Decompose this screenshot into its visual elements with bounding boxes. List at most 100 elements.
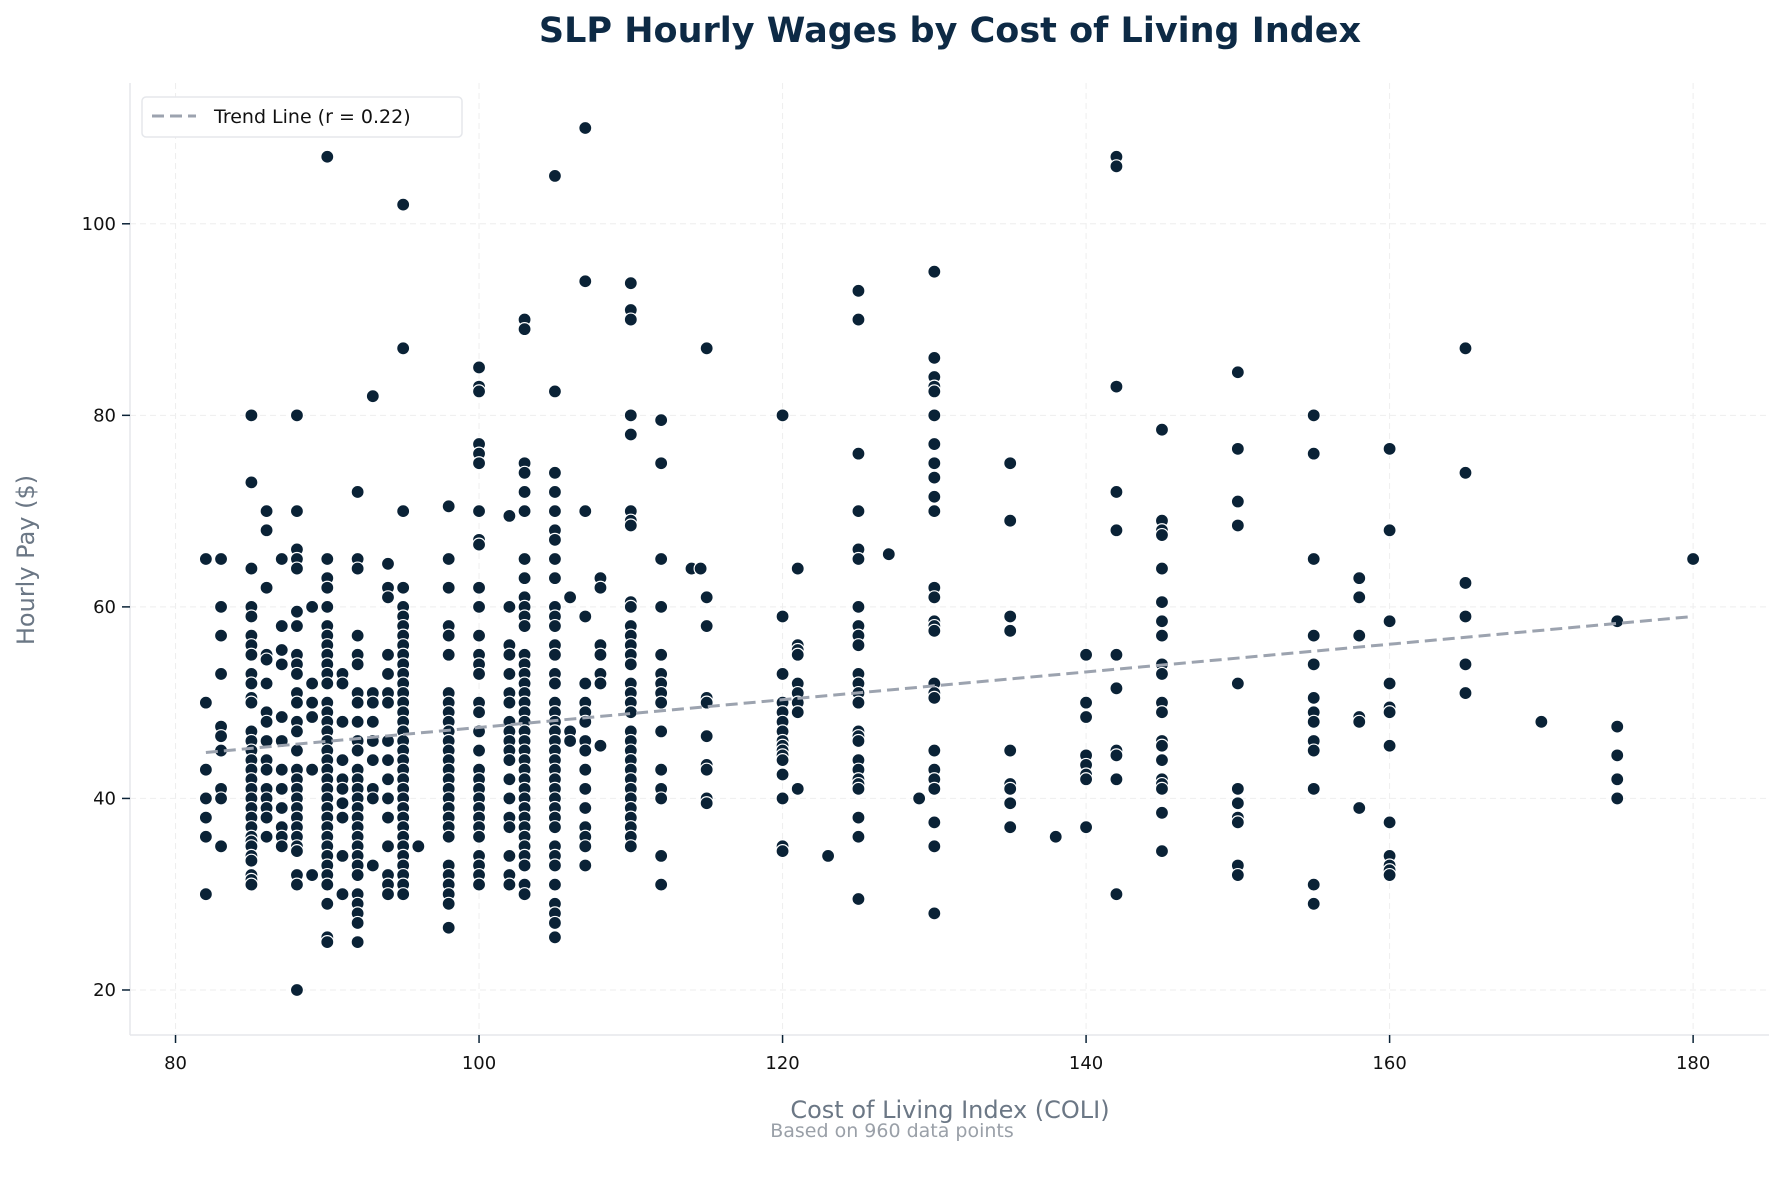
data-point xyxy=(927,384,942,399)
data-point xyxy=(1109,484,1124,500)
data-point xyxy=(851,695,866,710)
data-point xyxy=(1230,365,1245,380)
data-point xyxy=(927,264,942,279)
data-point xyxy=(335,796,350,811)
data-point xyxy=(1306,781,1321,796)
data-point xyxy=(502,753,517,768)
data-point xyxy=(654,551,669,567)
data-point xyxy=(502,647,517,662)
data-point xyxy=(547,858,563,873)
data-point xyxy=(335,676,350,691)
data-point xyxy=(1306,714,1321,729)
data-point xyxy=(1154,527,1170,543)
data-point xyxy=(1154,422,1170,437)
data-point xyxy=(578,762,593,777)
y-tick-label: 60 xyxy=(93,597,116,618)
data-point xyxy=(198,762,213,777)
data-point xyxy=(213,599,229,614)
data-point xyxy=(593,738,608,753)
data-point xyxy=(350,743,365,758)
data-point xyxy=(851,781,866,796)
data-point xyxy=(213,666,229,682)
data-point xyxy=(517,484,532,500)
data-point xyxy=(380,810,396,825)
data-point xyxy=(623,599,638,614)
data-point xyxy=(365,753,380,768)
data-point xyxy=(350,934,365,950)
data-point xyxy=(1352,800,1367,816)
data-point xyxy=(563,733,578,749)
data-point xyxy=(471,580,487,595)
data-point xyxy=(1078,647,1094,662)
data-point xyxy=(365,791,380,806)
data-point xyxy=(1048,829,1063,844)
data-point xyxy=(1382,738,1397,753)
data-point xyxy=(244,609,259,624)
data-point xyxy=(775,408,790,423)
x-axis-label: Cost of Living Index (COLI) xyxy=(790,1096,1109,1124)
data-point xyxy=(927,590,942,605)
data-point xyxy=(1534,714,1549,729)
data-point xyxy=(244,647,259,662)
data-point xyxy=(471,743,487,758)
data-point xyxy=(471,384,487,399)
data-point xyxy=(851,891,866,907)
data-point xyxy=(547,915,563,931)
data-point xyxy=(320,149,335,164)
data-point xyxy=(927,906,942,921)
data-point xyxy=(289,844,305,859)
data-point xyxy=(699,762,714,777)
data-point xyxy=(578,120,593,136)
data-point xyxy=(198,810,213,825)
data-point xyxy=(335,714,350,729)
x-tick-label: 160 xyxy=(1372,1053,1406,1074)
data-point xyxy=(927,690,942,705)
data-point xyxy=(623,518,638,533)
data-point xyxy=(350,915,365,931)
data-point xyxy=(380,556,396,571)
data-point xyxy=(517,465,532,480)
data-point xyxy=(593,580,608,595)
data-point xyxy=(244,676,259,691)
data-point xyxy=(693,561,708,576)
data-point xyxy=(305,709,320,725)
data-point xyxy=(198,791,213,806)
data-point xyxy=(305,867,320,883)
data-point xyxy=(1003,623,1018,638)
data-point xyxy=(1154,844,1170,859)
data-point xyxy=(259,523,274,538)
data-point xyxy=(623,427,638,442)
data-point xyxy=(502,695,517,710)
data-point xyxy=(654,647,669,662)
data-point xyxy=(927,839,942,854)
data-point xyxy=(350,628,365,643)
data-point xyxy=(396,887,411,902)
data-point xyxy=(198,695,213,710)
data-point xyxy=(411,839,426,854)
data-point xyxy=(380,753,396,768)
data-point xyxy=(213,628,229,643)
data-point xyxy=(305,695,320,710)
data-point xyxy=(244,561,259,576)
data-point xyxy=(289,695,305,710)
data-point xyxy=(335,753,350,768)
data-point xyxy=(350,484,365,500)
data-point xyxy=(274,839,289,854)
data-point xyxy=(851,810,866,825)
data-point xyxy=(441,551,456,567)
data-point xyxy=(502,772,517,787)
data-point xyxy=(274,618,289,634)
data-point xyxy=(502,666,517,682)
data-point xyxy=(471,360,487,375)
legend-box xyxy=(141,96,463,138)
data-point xyxy=(305,599,320,614)
data-point xyxy=(320,580,335,595)
data-point xyxy=(289,504,305,519)
data-point xyxy=(578,676,593,691)
data-point xyxy=(1078,772,1094,787)
data-point xyxy=(380,590,396,605)
x-tick-label: 120 xyxy=(765,1053,799,1074)
data-point xyxy=(244,475,259,490)
data-point xyxy=(471,628,487,643)
data-point xyxy=(1610,791,1625,806)
